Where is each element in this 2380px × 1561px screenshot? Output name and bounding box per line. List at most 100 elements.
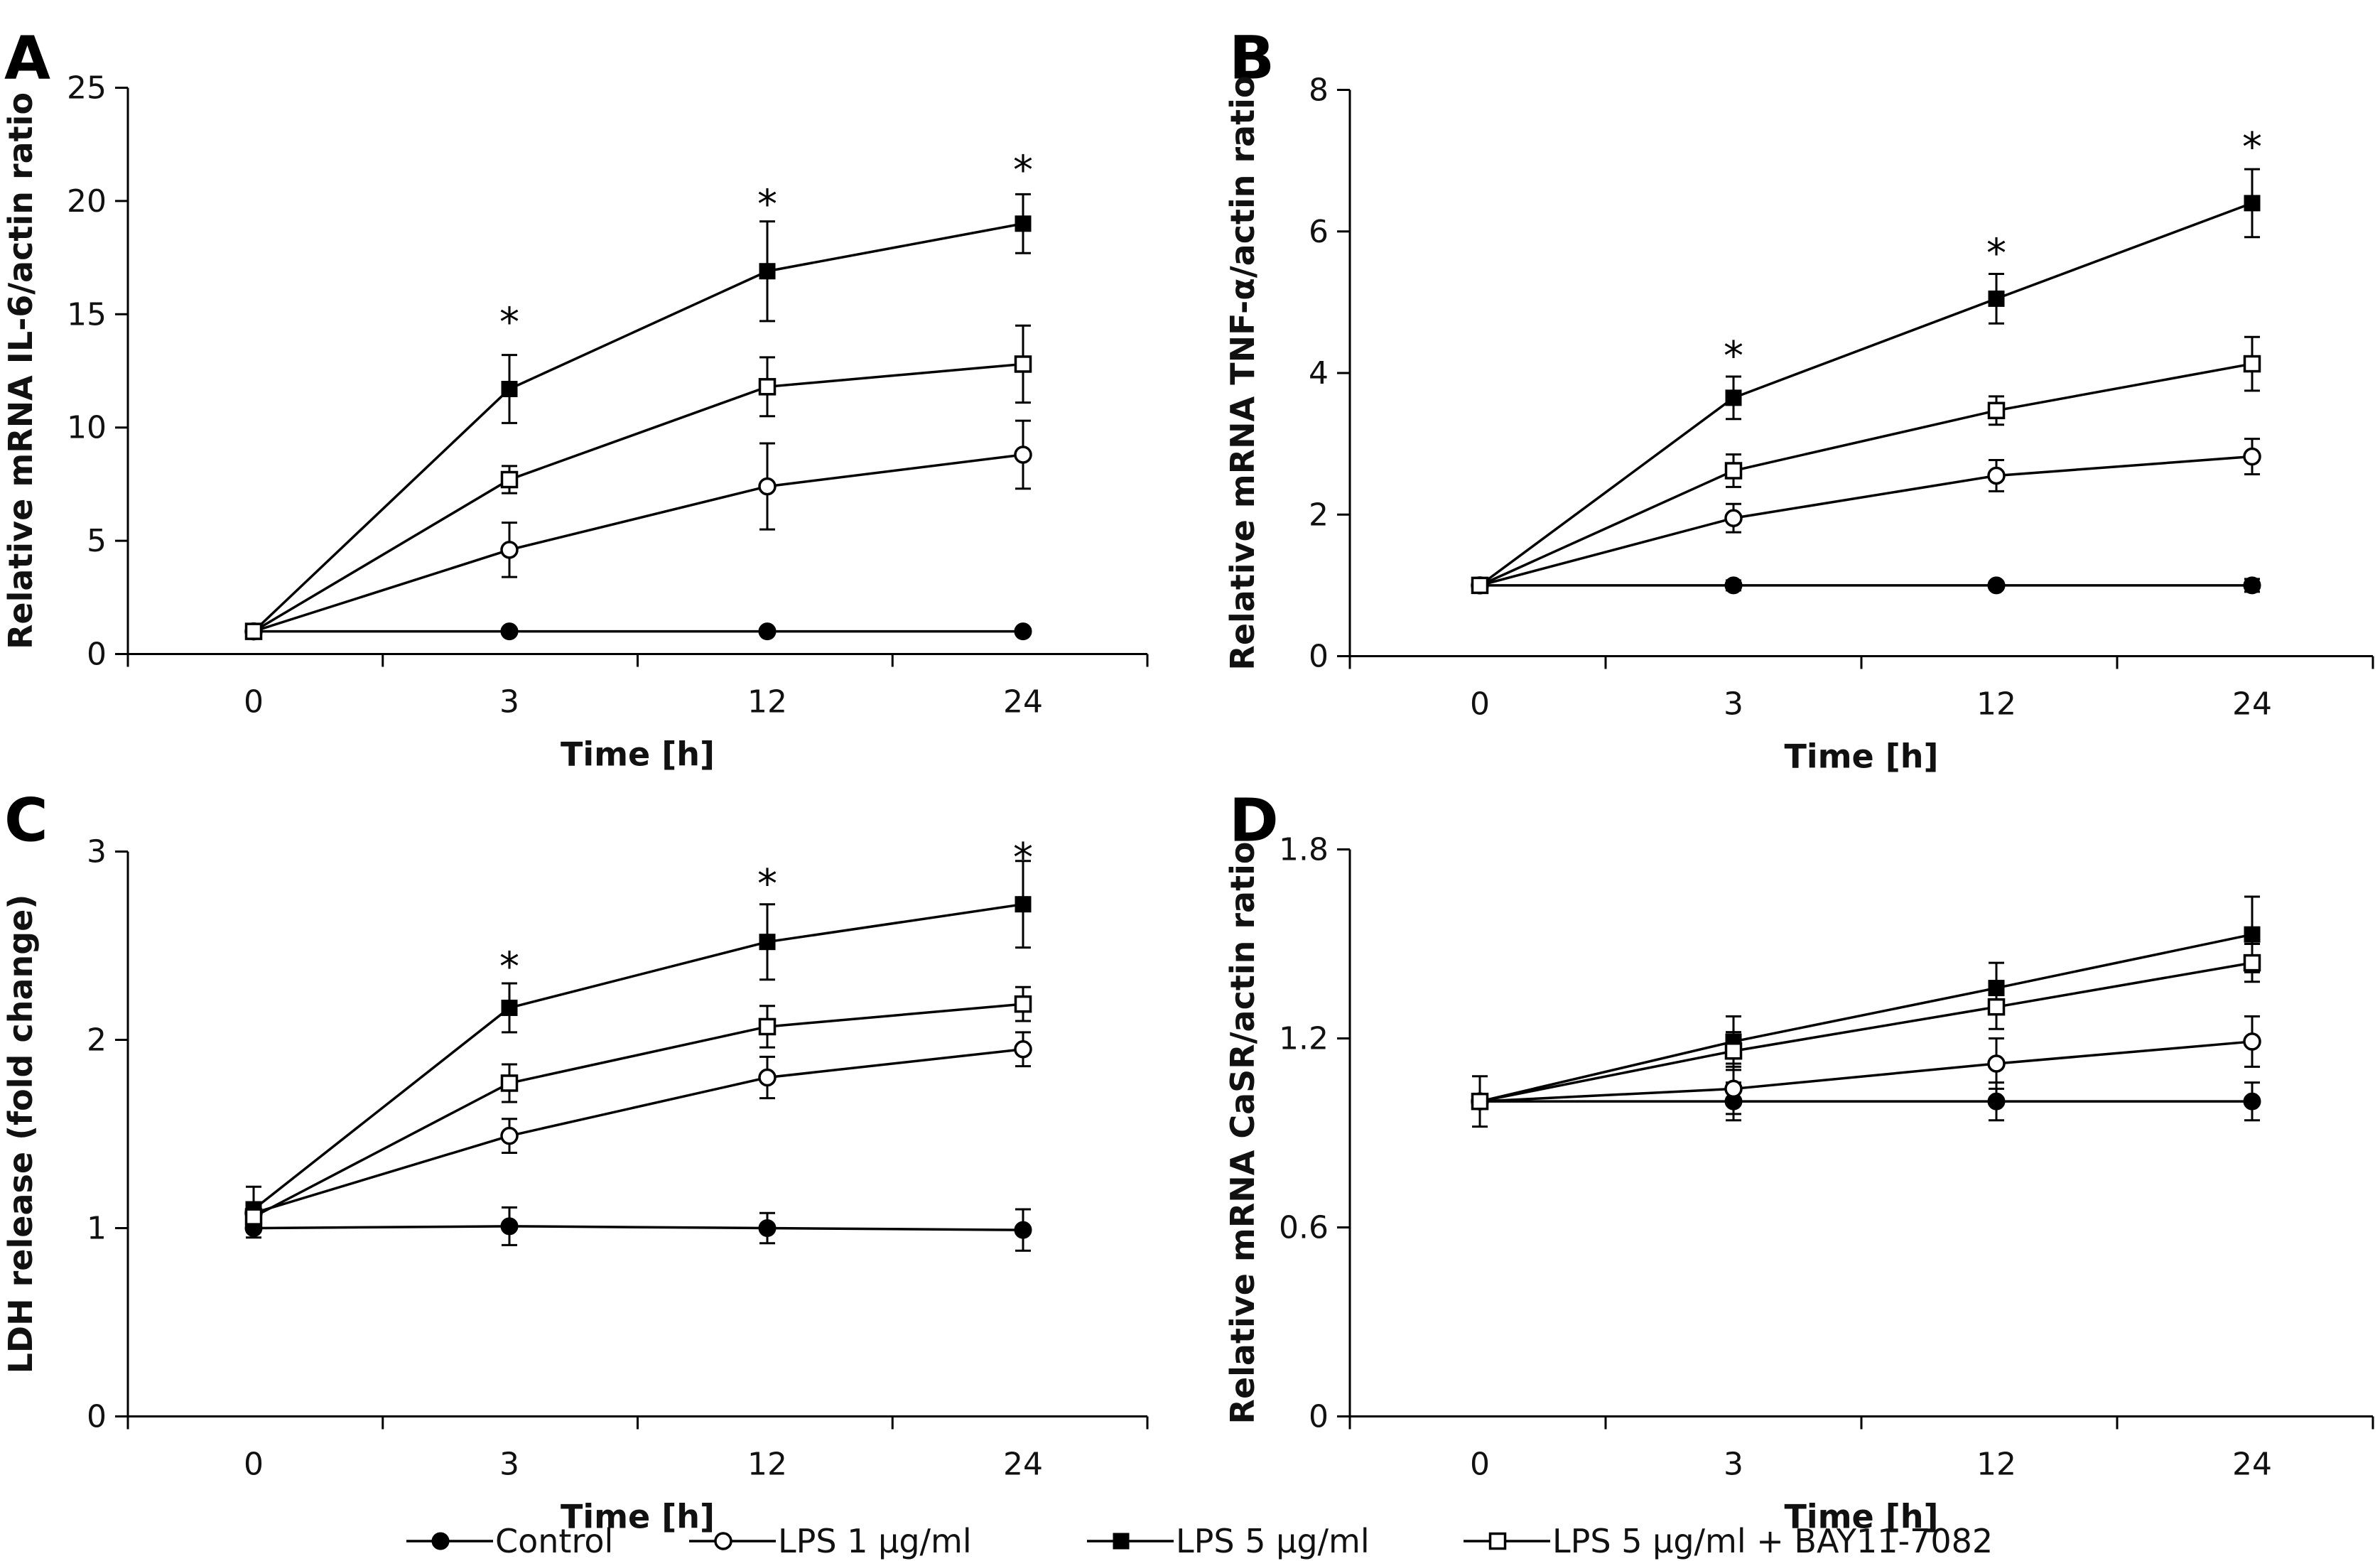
x-tick-label: 3	[1724, 1447, 1743, 1483]
data-point	[500, 1074, 519, 1092]
legend-marker	[1113, 1533, 1130, 1550]
data-point	[758, 1068, 777, 1087]
y-tick-label: 8	[1309, 72, 1329, 109]
y-tick-label: 2	[87, 1022, 107, 1059]
x-tick-label: 0	[1470, 1447, 1490, 1483]
series-line	[252, 902, 1024, 1211]
data-point	[1014, 995, 1032, 1013]
series-line	[1479, 455, 2253, 587]
panel-letter: C	[4, 786, 48, 855]
x-axis-title: Time [h]	[561, 735, 715, 774]
data-point	[1015, 215, 1032, 232]
x-tick-label: 24	[1003, 684, 1043, 720]
data-point	[244, 622, 263, 640]
data-point	[758, 477, 777, 496]
y-tick-label: 0	[1309, 639, 1329, 675]
data-point	[500, 1126, 519, 1145]
x-tick-label: 0	[1470, 686, 1490, 723]
legend-label: LPS 5 μg/ml	[1176, 1522, 1370, 1560]
data-point	[500, 470, 519, 489]
data-point	[758, 622, 777, 641]
data-point	[1725, 389, 1742, 406]
y-tick-label: 20	[67, 183, 107, 220]
data-point	[1014, 355, 1032, 373]
significance-marker: *	[1724, 333, 1743, 379]
series-line	[1479, 362, 2253, 587]
significance-marker: *	[2242, 124, 2262, 171]
data-point	[501, 999, 518, 1016]
series-control	[244, 622, 1032, 641]
data-point	[2243, 1032, 2261, 1051]
legend-label: LPS 5 μg/ml + BAY11-7082	[1552, 1522, 1993, 1560]
series-line	[252, 222, 1024, 632]
series-lps-5-g-ml-bay11-7082	[1471, 335, 2261, 595]
series-line	[1479, 1040, 2253, 1103]
data-point	[1987, 576, 2006, 595]
data-point	[2244, 926, 2261, 943]
y-tick-label: 1.8	[1279, 832, 1329, 868]
data-point	[1014, 622, 1032, 641]
series-lps-1-g-ml	[244, 419, 1032, 641]
series-line	[253, 453, 1024, 633]
data-point	[1724, 462, 1743, 480]
legend-label: LPS 1 μg/ml	[778, 1522, 972, 1560]
y-axis-title: LDH release (fold change)	[1, 895, 40, 1374]
legend-label: Control	[495, 1522, 613, 1560]
y-tick-label: 6	[1309, 214, 1329, 250]
data-point	[1987, 466, 2006, 485]
legend-marker	[714, 1532, 732, 1550]
y-tick-label: 15	[67, 296, 107, 333]
data-point	[500, 622, 519, 641]
series-line	[1479, 933, 2253, 1103]
x-tick-label: 0	[244, 1447, 264, 1483]
x-tick-label: 24	[2232, 1447, 2272, 1483]
panel-d: D 0 0.6 1.2 1.8 0 3 12 24 Time [h] Relative mRNA C…	[1223, 786, 2374, 1536]
x-tick-label: 24	[2232, 686, 2272, 723]
x-tick-label: 3	[1724, 686, 1743, 723]
data-point	[244, 1208, 263, 1226]
y-axis-title: Relative mRNA IL-6/actin ratio	[1, 92, 40, 649]
panel-letter: D	[1229, 786, 1279, 855]
y-tick-label: 4	[1309, 355, 1329, 391]
data-point	[1014, 1040, 1032, 1059]
y-axis-title: Relative mRNA TNF-α/actin ratio	[1223, 75, 1262, 670]
y-tick-label: 1	[87, 1211, 107, 1247]
series-line	[253, 362, 1024, 633]
series-line	[253, 1003, 1024, 1219]
significance-marker: *	[1013, 148, 1033, 194]
significance-marker: *	[1013, 835, 1033, 881]
legend-item: Control	[406, 1522, 613, 1560]
legend: Control LPS 1 μg/ml LPS 5 μg/ml LPS 5 μg/ml…	[406, 1522, 1993, 1560]
significance-marker: *	[757, 861, 777, 907]
y-tick-label: 0	[1309, 1399, 1329, 1435]
panel-letter: A	[4, 23, 50, 93]
data-point	[1987, 401, 2006, 420]
data-point	[500, 541, 519, 559]
series-control	[244, 1206, 1032, 1252]
y-tick-label: 0	[87, 1399, 107, 1435]
data-point	[1988, 290, 2005, 307]
legend-item: LPS 5 μg/ml	[1087, 1522, 1370, 1560]
data-point	[2243, 954, 2261, 972]
panel-a: A 0 5 10 15 20 25 0 3 12 24 Time [h] Relative mRNA I…	[1, 23, 1149, 774]
y-tick-label: 5	[87, 523, 107, 559]
y-tick-label: 1.2	[1279, 1021, 1329, 1057]
data-point	[501, 381, 518, 398]
data-point	[1987, 998, 2006, 1016]
series-lps-5-g-ml-bay11-7082	[244, 324, 1032, 640]
series-lps-5-g-ml-bay11-7082	[244, 985, 1032, 1226]
x-tick-label: 12	[1976, 686, 2016, 723]
series-lps-1-g-ml	[244, 1031, 1032, 1223]
x-tick-label: 24	[1003, 1447, 1043, 1483]
series-line	[1478, 202, 2253, 587]
data-point	[1987, 1092, 2006, 1111]
x-axis-title: Time [h]	[561, 1498, 715, 1536]
series-control	[1471, 1075, 2261, 1128]
series-lps-1-g-ml	[1471, 438, 2261, 595]
data-point	[2243, 447, 2261, 466]
x-axis-title: Time [h]	[1784, 1498, 1938, 1536]
data-point	[1014, 1221, 1032, 1239]
